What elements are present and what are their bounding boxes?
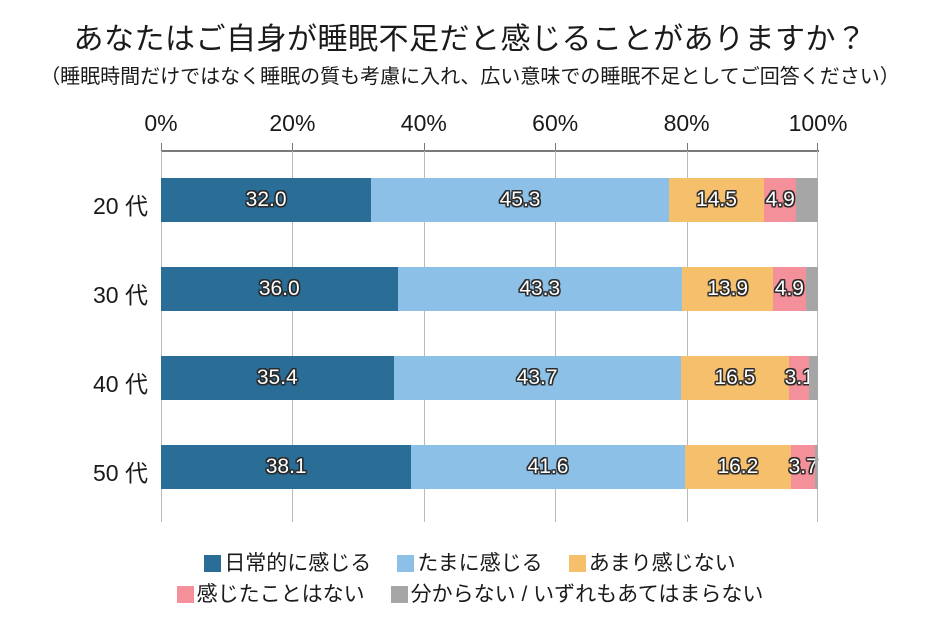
chart-legend: 日常的に感じる たまに感じる あまり感じない 感じたことはない 分からない / いずれ… bbox=[0, 548, 940, 610]
bar-segment-label: 43.3 bbox=[519, 277, 561, 300]
bar-segment-label: 36.0 bbox=[258, 277, 300, 300]
chart-subtitle: （睡眠時間だけではなく睡眠の質も考慮に入れ、広い意味での睡眠不足としてご回答くだ… bbox=[40, 66, 900, 88]
legend-label: あまり感じない bbox=[588, 552, 736, 575]
x-axis-tick-mark bbox=[686, 143, 688, 152]
y-axis-category-label: 20 代 bbox=[93, 193, 148, 219]
bar-segment-label: 16.5 bbox=[714, 366, 756, 389]
bar-segment: 16.2 bbox=[684, 445, 792, 489]
bar-segment-label: 16.2 bbox=[717, 455, 759, 478]
gridline bbox=[292, 151, 294, 522]
bar-segment-label: 4.9 bbox=[765, 188, 795, 211]
bar-segment-label: 14.5 bbox=[696, 188, 737, 211]
plot-area: 32.0 45.3 14.5 4.9 36.0 43.3 13.9 4.9 35.4 43.7 16… bbox=[161, 151, 818, 522]
legend-item[interactable]: 日常的に感じる bbox=[204, 553, 371, 574]
legend-label: 分からない / いずれもあてはまらない bbox=[410, 583, 764, 606]
bar-segment-label: 45.3 bbox=[499, 188, 541, 211]
x-axis-tick-mark bbox=[161, 143, 162, 152]
legend-row-1: 日常的に感じる たまに感じる あまり感じない bbox=[0, 548, 940, 579]
gridline bbox=[423, 151, 425, 522]
bar-row: 35.4 43.7 16.5 3.1 bbox=[161, 356, 818, 400]
page-title: あなたはご自身が睡眠不足だと感じることがありますか？ bbox=[73, 23, 867, 56]
bar-segment: 36.0 bbox=[161, 267, 398, 311]
bar-row: 36.0 43.3 13.9 4.9 bbox=[161, 267, 818, 311]
x-axis-tick-label: 0% bbox=[144, 110, 178, 136]
legend-item[interactable]: 感じたことはない bbox=[176, 583, 365, 606]
bar-segment-label: 3.1 bbox=[784, 366, 814, 389]
x-axis-tick-label: 20% bbox=[269, 110, 316, 136]
gridline bbox=[686, 151, 688, 522]
bar-segment-label: 35.4 bbox=[256, 366, 298, 389]
bar-segment-label: 43.7 bbox=[516, 366, 558, 389]
y-axis-category-label: 50 代 bbox=[93, 460, 148, 486]
bar-segment-label: 38.1 bbox=[265, 455, 307, 478]
bar-segment: 35.4 bbox=[161, 356, 394, 400]
bar-segment: 14.5 bbox=[668, 178, 765, 222]
bar-segment bbox=[809, 356, 818, 400]
bar-segment bbox=[815, 445, 818, 489]
bar-segment: 43.7 bbox=[393, 356, 681, 400]
legend-color-swatch bbox=[397, 555, 415, 572]
bar-segment: 38.1 bbox=[161, 445, 412, 489]
legend-item[interactable]: たまに感じる bbox=[397, 552, 543, 575]
bar-segment: 43.3 bbox=[397, 267, 682, 311]
legend-label: たまに感じる bbox=[417, 552, 543, 575]
gridline bbox=[817, 151, 818, 522]
y-axis-category-label: 30 代 bbox=[93, 282, 148, 308]
bar-segment bbox=[805, 267, 818, 311]
bar-segment: 16.5 bbox=[680, 356, 790, 400]
x-axis-tick-mark bbox=[817, 143, 818, 152]
bar-segment bbox=[796, 178, 818, 222]
bar-segment-label: 32.0 bbox=[245, 188, 287, 211]
x-axis-tick-mark bbox=[292, 143, 294, 152]
legend-color-swatch bbox=[204, 555, 222, 572]
bar-row: 32.0 45.3 14.5 4.9 bbox=[161, 178, 818, 222]
bar-segment-label: 3.7 bbox=[788, 455, 818, 478]
bar-segment: 41.6 bbox=[411, 445, 685, 489]
legend-color-swatch bbox=[390, 586, 408, 603]
bar-segment-label: 13.9 bbox=[707, 277, 749, 300]
x-axis-tick-label: 100% bbox=[788, 110, 848, 136]
bar-segment: 3.7 bbox=[788, 445, 818, 489]
x-axis-line bbox=[161, 150, 819, 152]
legend-label: 日常的に感じる bbox=[224, 552, 372, 575]
bar-segment: 45.3 bbox=[371, 178, 669, 222]
bar-segment-label: 41.6 bbox=[527, 455, 569, 478]
bar-segment: 4.9 bbox=[773, 267, 806, 311]
legend-row-2: 感じたことはない 分からない / いずれもあてはまらない bbox=[0, 579, 940, 610]
bar-row: 38.1 41.6 16.2 3.7 bbox=[161, 445, 818, 489]
legend-item[interactable]: あまり感じない bbox=[568, 552, 736, 575]
bar-segment-label: 4.9 bbox=[774, 277, 804, 300]
bar-segment: 3.1 bbox=[785, 356, 814, 400]
bar-segment: 4.9 bbox=[764, 178, 797, 222]
x-axis-tick-label: 60% bbox=[532, 110, 579, 136]
x-axis-tick-mark bbox=[555, 143, 557, 152]
legend-item[interactable]: 分からない / いずれもあてはまらない bbox=[390, 583, 764, 606]
x-axis-tick-label: 80% bbox=[663, 110, 710, 136]
gridline bbox=[555, 151, 557, 522]
x-axis-tick-mark bbox=[423, 143, 425, 152]
x-axis-tick-label: 40% bbox=[400, 110, 447, 136]
bar-segment: 13.9 bbox=[682, 267, 774, 311]
bar-segment: 32.0 bbox=[161, 178, 372, 222]
gridline bbox=[161, 151, 162, 522]
y-axis-category-label: 40 代 bbox=[93, 371, 148, 397]
legend-color-swatch bbox=[568, 555, 586, 572]
legend-color-swatch bbox=[176, 586, 194, 603]
legend-label: 感じたことはない bbox=[196, 583, 365, 606]
